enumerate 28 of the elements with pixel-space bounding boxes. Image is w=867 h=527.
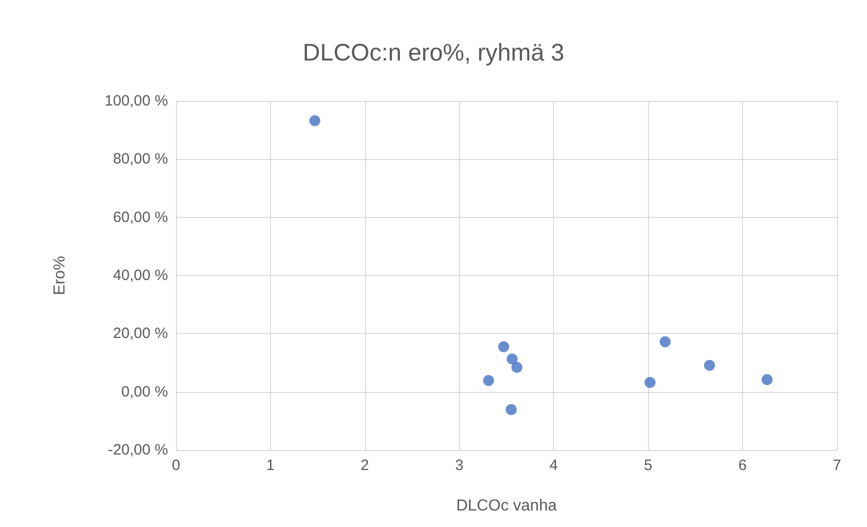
point xyxy=(704,360,716,371)
chart-title: DLCOc:n ero%, ryhmä 3 xyxy=(302,40,564,66)
x-tick-label: 3 xyxy=(455,457,464,474)
point xyxy=(309,115,320,126)
point xyxy=(511,362,522,373)
y-tick-label: 100,00 % xyxy=(104,92,168,110)
point xyxy=(483,374,494,386)
y-tick-label: 40,00 % xyxy=(112,267,168,284)
x-tick-label: 2 xyxy=(360,457,370,474)
x-tick-label: 5 xyxy=(644,457,652,474)
y-tick-label: 20,00 % xyxy=(112,325,168,342)
point xyxy=(506,404,517,416)
y-axis-title: Ero% xyxy=(52,256,68,296)
x-tick-label: 4 xyxy=(550,457,558,474)
y-tick-label: 60,00 % xyxy=(112,208,168,226)
x-tick-label: 1 xyxy=(266,457,275,474)
x-axis-title: DLCOc vanha xyxy=(456,498,557,514)
point xyxy=(762,374,773,386)
y-tick-label: 80,00 % xyxy=(112,150,168,168)
y-tick-label: 0,00 % xyxy=(121,383,168,400)
point xyxy=(660,336,671,348)
y-tick-label: -20,00 % xyxy=(108,442,168,458)
x-tick-label: 7 xyxy=(832,457,842,474)
point xyxy=(644,377,656,388)
x-tick-label: 0 xyxy=(172,457,180,474)
x-tick-label: 6 xyxy=(738,457,747,474)
point xyxy=(498,341,510,352)
point xyxy=(506,353,518,364)
